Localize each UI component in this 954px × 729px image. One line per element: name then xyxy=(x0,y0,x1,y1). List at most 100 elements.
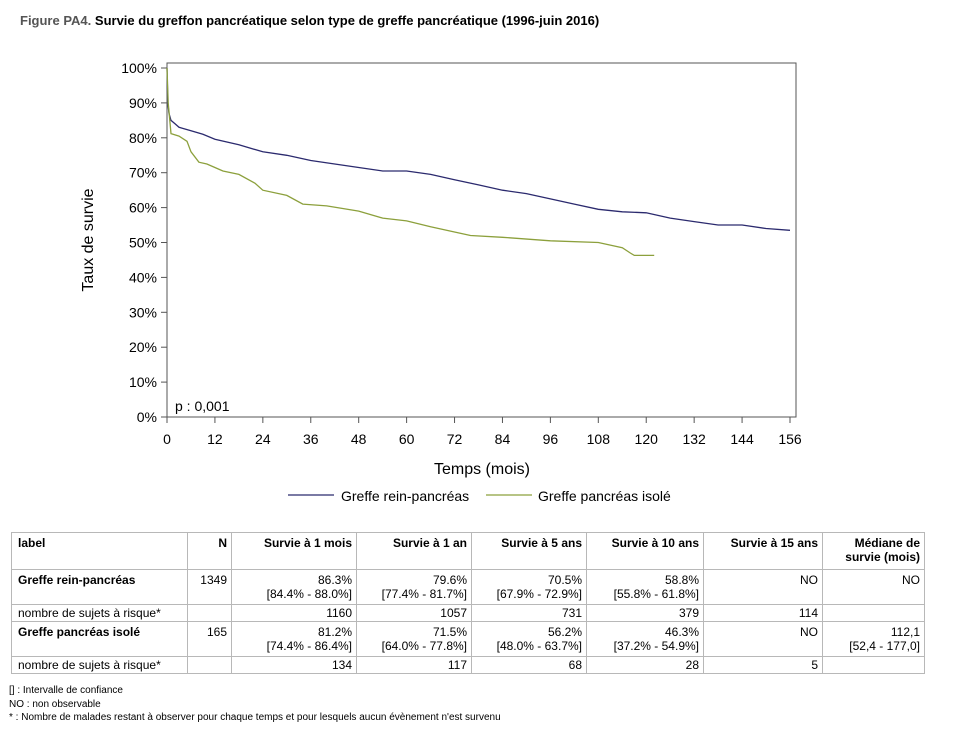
y-axis-label: Taux de survie xyxy=(80,188,97,291)
cell-5-years: 56.2% [48.0% - 63.7%] xyxy=(471,621,587,657)
figure-number: Figure PA4. xyxy=(20,13,92,28)
y-tick-label: 10% xyxy=(129,374,157,390)
col-header-10-years: Survie à 10 ans xyxy=(586,532,704,570)
row-label: Greffe pancréas isolé xyxy=(11,621,188,657)
cell-15-years: NO xyxy=(703,621,823,657)
x-tick-label: 144 xyxy=(730,431,754,447)
x-tick-label: 84 xyxy=(495,431,511,447)
x-axis: 0 12 24 36 48 60 72 84 96 108 120 132 144 156 xyxy=(163,417,802,447)
risk-1-month: 1160 xyxy=(231,604,357,622)
risk-median xyxy=(822,656,925,674)
table-header-row: label N Survie à 1 mois Survie à 1 an Su… xyxy=(11,532,925,570)
cell-empty xyxy=(187,604,232,622)
col-header-label: label xyxy=(11,532,188,570)
footnotes: [] : Intervalle de confiance NO : non ob… xyxy=(9,684,501,725)
risk-5-years: 68 xyxy=(471,656,587,674)
risk-median xyxy=(822,604,925,622)
ci-10-years: [37.2% - 54.9%] xyxy=(613,639,699,653)
cell-10-years: 46.3% [37.2% - 54.9%] xyxy=(586,621,704,657)
x-tick-label: 156 xyxy=(778,431,802,447)
table-row: Greffe pancréas isolé 165 81.2% [74.4% - … xyxy=(11,621,925,657)
risk-5-years: 731 xyxy=(471,604,587,622)
y-tick-label: 30% xyxy=(129,304,157,320)
col-header-median: Médiane de survie (mois) xyxy=(822,532,925,570)
y-tick-label: 40% xyxy=(129,269,157,285)
ci-10-years: [55.8% - 61.8%] xyxy=(613,587,699,601)
y-tick-label: 80% xyxy=(129,130,157,146)
cell-median: 112,1 [52,4 - 177,0] xyxy=(822,621,925,657)
risk-15-years: 114 xyxy=(703,604,823,622)
cell-10-years: 58.8% [55.8% - 61.8%] xyxy=(586,569,704,605)
col-header-1-month: Survie à 1 mois xyxy=(231,532,357,570)
y-tick-label: 90% xyxy=(129,95,157,111)
y-tick-label: 20% xyxy=(129,339,157,355)
cell-median: NO xyxy=(822,569,925,605)
legend: Greffe rein-pancréas Greffe pancréas iso… xyxy=(288,488,671,504)
x-tick-label: 96 xyxy=(543,431,559,447)
risk-label: nombre de sujets à risque* xyxy=(11,656,188,674)
ci-1-year: [77.4% - 81.7%] xyxy=(381,587,467,601)
cell-15-years: NO xyxy=(703,569,823,605)
x-tick-label: 108 xyxy=(587,431,611,447)
row-label: Greffe rein-pancréas xyxy=(11,569,188,605)
cell-1-month: 81.2% [74.4% - 86.4%] xyxy=(231,621,357,657)
table-row: nombre de sujets à risque* 134 117 68 28… xyxy=(11,656,925,674)
plot-area-frame xyxy=(166,62,797,418)
legend-label-pancreas-isole: Greffe pancréas isolé xyxy=(538,488,671,504)
cell-1-year: 71.5% [64.0% - 77.8%] xyxy=(356,621,472,657)
footnote-ci: [] : Intervalle de confiance xyxy=(9,685,123,696)
survival-chart: 0% 10% 20% 30% 40% 50% 60% 70% 80% 90% 100% 0 12 24 3… xyxy=(80,60,802,504)
risk-10-years: 379 xyxy=(586,604,704,622)
x-tick-label: 12 xyxy=(207,431,223,447)
y-tick-label: 0% xyxy=(137,409,157,425)
risk-10-years: 28 xyxy=(586,656,704,674)
figure-title: Figure PA4. Survie du greffon pancréatiq… xyxy=(20,13,599,28)
ci-median: [52,4 - 177,0] xyxy=(849,639,920,653)
ci-1-month: [74.4% - 86.4%] xyxy=(266,639,352,653)
ci-5-years: [48.0% - 63.7%] xyxy=(496,639,582,653)
x-tick-label: 0 xyxy=(163,431,171,447)
footnote-risk: * : Nombre de malades restant à observer… xyxy=(9,712,501,723)
y-tick-label: 50% xyxy=(129,235,157,251)
series-lines xyxy=(166,67,791,257)
risk-1-month: 134 xyxy=(231,656,357,674)
series-line-pancreas-isole xyxy=(166,67,655,257)
ci-1-year: [64.0% - 77.8%] xyxy=(381,639,467,653)
risk-label: nombre de sujets à risque* xyxy=(11,604,188,622)
risk-15-years: 5 xyxy=(703,656,823,674)
ci-1-month: [84.4% - 88.0%] xyxy=(266,587,352,601)
x-tick-label: 48 xyxy=(351,431,367,447)
y-tick-label: 60% xyxy=(129,200,157,216)
footnote-no: NO : non observable xyxy=(9,698,101,710)
cell-n: 165 xyxy=(187,621,232,657)
col-header-1-year: Survie à 1 an xyxy=(356,532,472,570)
survival-table: label N Survie à 1 mois Survie à 1 an Su… xyxy=(11,532,925,674)
x-tick-label: 60 xyxy=(399,431,415,447)
cell-1-month: 86.3% [84.4% - 88.0%] xyxy=(231,569,357,605)
x-tick-label: 72 xyxy=(447,431,463,447)
risk-1-year: 1057 xyxy=(356,604,472,622)
x-tick-label: 120 xyxy=(635,431,659,447)
y-tick-label: 100% xyxy=(121,60,157,76)
col-header-15-years: Survie à 15 ans xyxy=(703,532,823,570)
y-axis: 0% 10% 20% 30% 40% 50% 60% 70% 80% 90% 100% xyxy=(121,60,167,425)
y-tick-label: 70% xyxy=(129,165,157,181)
ci-5-years: [67.9% - 72.9%] xyxy=(496,587,582,601)
figure-title-text: Survie du greffon pancréatique selon typ… xyxy=(94,13,600,28)
cell-empty xyxy=(187,656,232,674)
col-header-5-years: Survie à 5 ans xyxy=(471,532,587,570)
x-tick-label: 132 xyxy=(682,431,706,447)
table-row: Greffe rein-pancréas 1349 86.3% [84.4% - … xyxy=(11,569,925,605)
cell-n: 1349 xyxy=(187,569,232,605)
cell-1-year: 79.6% [77.4% - 81.7%] xyxy=(356,569,472,605)
legend-label-rein-pancreas: Greffe rein-pancréas xyxy=(341,488,469,504)
x-axis-label: Temps (mois) xyxy=(434,461,530,478)
series-line-rein-pancreas xyxy=(166,67,791,231)
cell-5-years: 70.5% [67.9% - 72.9%] xyxy=(471,569,587,605)
risk-1-year: 117 xyxy=(356,656,472,674)
table-row: nombre de sujets à risque* 1160 1057 731… xyxy=(11,604,925,622)
x-tick-label: 36 xyxy=(303,431,319,447)
col-header-n: N xyxy=(187,532,232,570)
x-tick-label: 24 xyxy=(255,431,271,447)
p-value-annotation: p : 0,001 xyxy=(175,398,230,414)
